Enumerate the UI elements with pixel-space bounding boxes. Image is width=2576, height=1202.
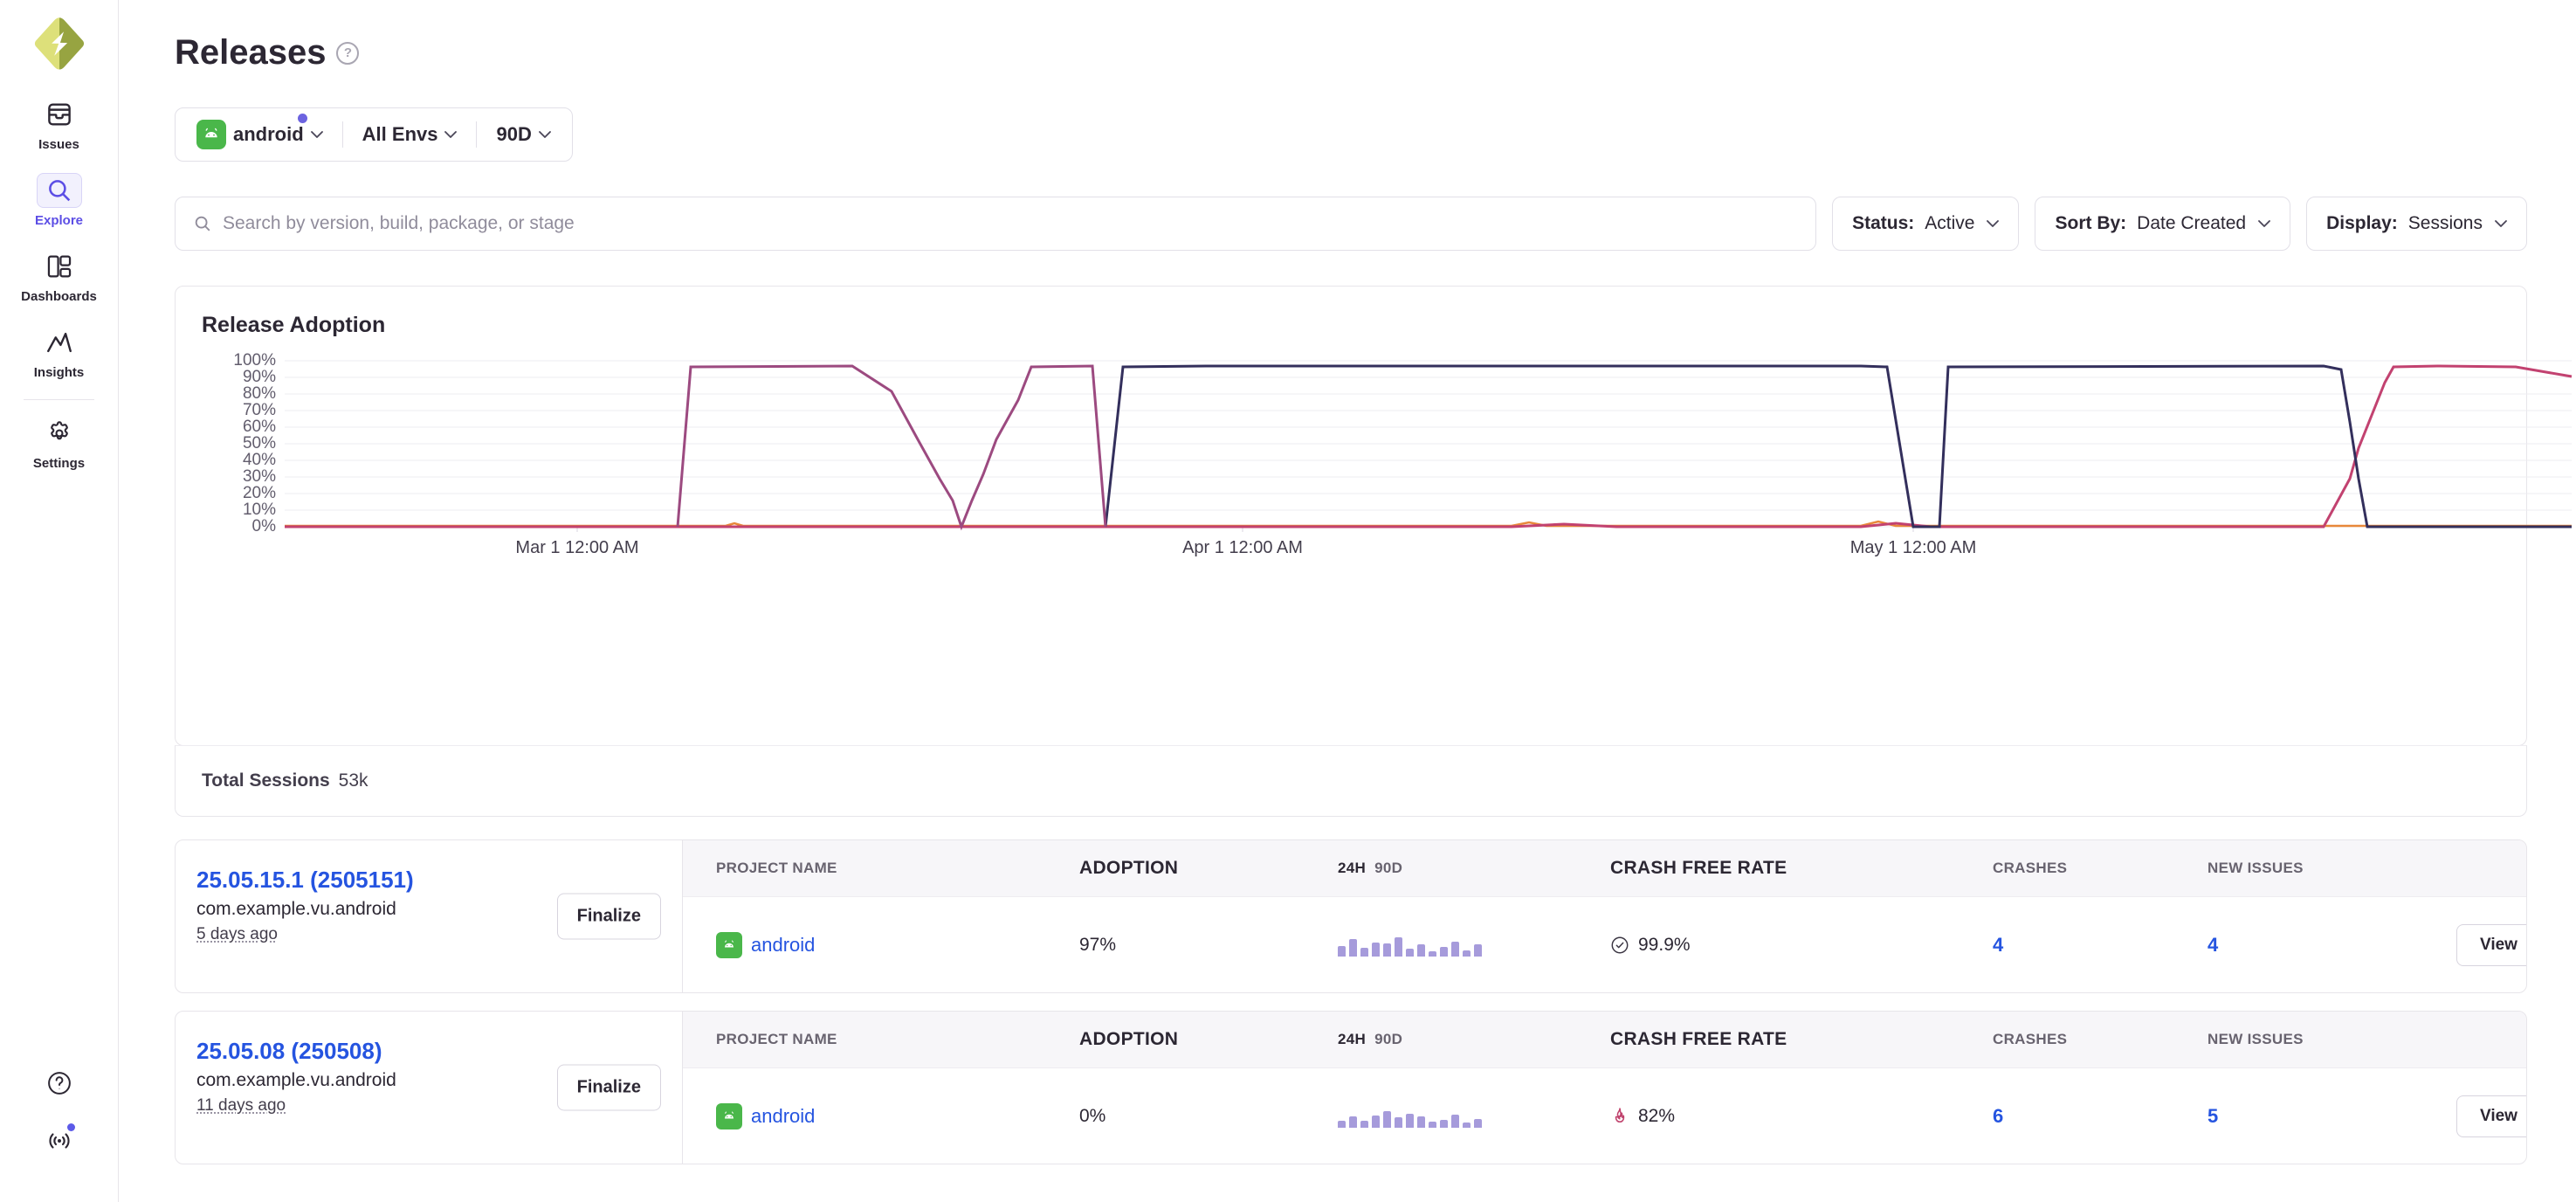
svg-text:70%: 70% bbox=[243, 401, 276, 419]
svg-text:Mar 1 12:00 AM: Mar 1 12:00 AM bbox=[515, 538, 638, 557]
svg-text:90%: 90% bbox=[243, 368, 276, 386]
svg-text:30%: 30% bbox=[243, 467, 276, 486]
svg-text:50%: 50% bbox=[243, 434, 276, 452]
svg-text:Apr 1 12:00 AM: Apr 1 12:00 AM bbox=[1182, 538, 1303, 557]
svg-text:60%: 60% bbox=[243, 418, 276, 436]
svg-text:20%: 20% bbox=[243, 484, 276, 502]
svg-text:40%: 40% bbox=[243, 451, 276, 469]
svg-text:100%: 100% bbox=[233, 351, 276, 370]
svg-text:80%: 80% bbox=[243, 384, 276, 403]
svg-text:0%: 0% bbox=[252, 517, 277, 535]
svg-text:10%: 10% bbox=[243, 501, 276, 519]
svg-text:May 1 12:00 AM: May 1 12:00 AM bbox=[1850, 538, 1977, 557]
